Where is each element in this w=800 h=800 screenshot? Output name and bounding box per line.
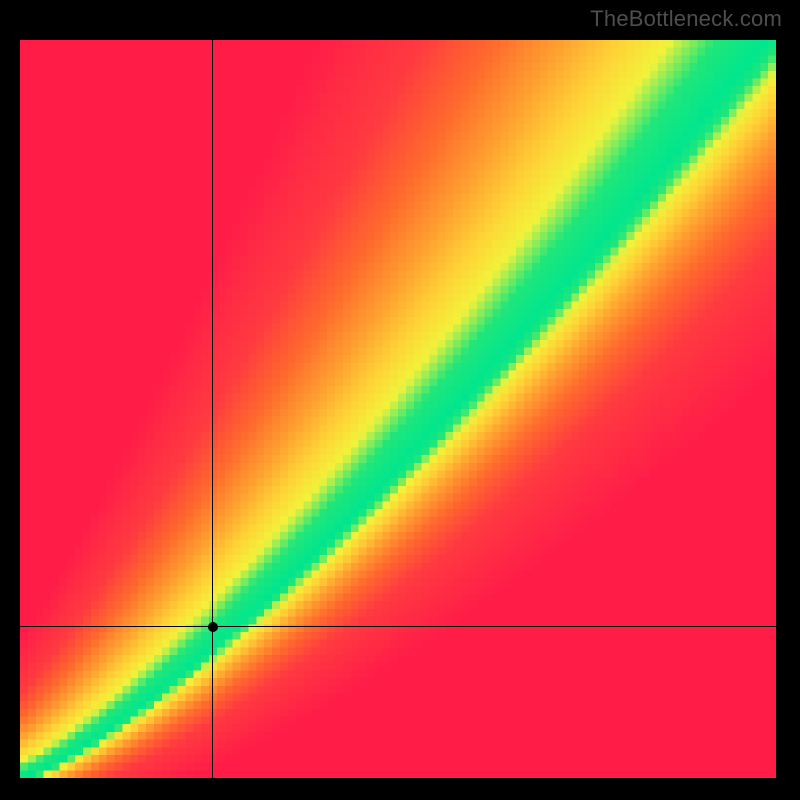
- crosshair-vertical: [212, 40, 213, 778]
- crosshair-horizontal: [20, 626, 776, 627]
- bottleneck-heatmap: [20, 40, 776, 778]
- watermark-text: TheBottleneck.com: [590, 6, 782, 32]
- marker-point: [208, 622, 218, 632]
- chart-container: TheBottleneck.com: [0, 0, 800, 800]
